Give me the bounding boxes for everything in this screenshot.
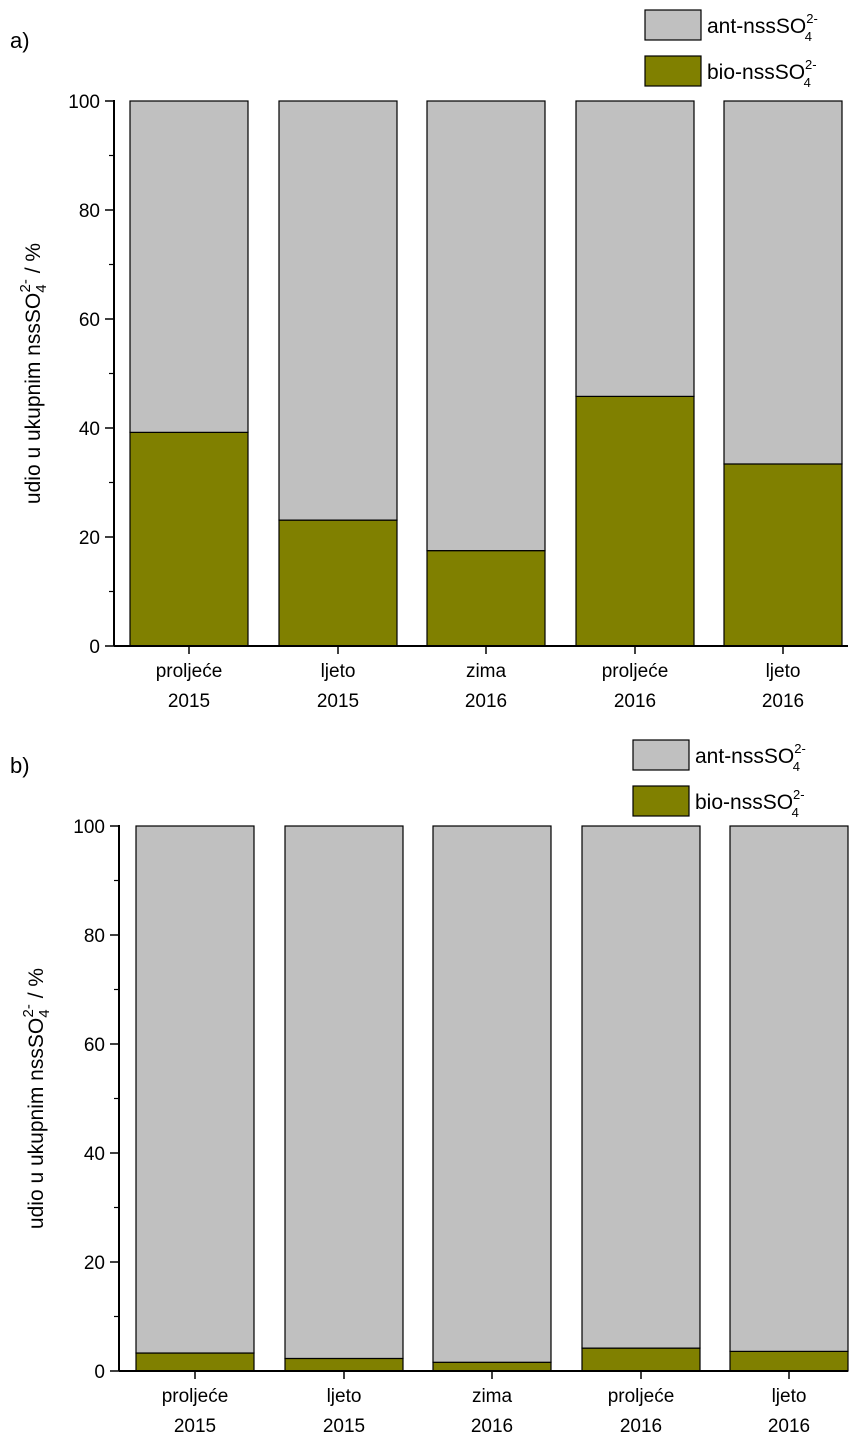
x-tick-label: 2015 — [168, 691, 210, 712]
bar-ant-3 — [575, 100, 695, 397]
bar-ant-3 — [581, 825, 701, 1349]
y-tick-label: 20 — [84, 1253, 105, 1274]
x-tick-label: ljeto — [772, 1386, 807, 1407]
x-tick-label: 2016 — [620, 1416, 662, 1437]
bar-bio-1 — [278, 519, 398, 647]
bar-ant-2 — [426, 100, 546, 552]
bar-bio-2 — [432, 1361, 552, 1372]
bar-ant-1 — [278, 100, 398, 521]
x-tick-label: 2016 — [465, 691, 507, 712]
y-tick-label: 100 — [68, 92, 100, 113]
legend-swatch-ant — [632, 739, 690, 771]
x-tick-label: zima — [472, 1386, 513, 1407]
legend-swatch-ant — [644, 9, 702, 41]
y-tick-label: 80 — [84, 926, 105, 947]
x-tick-label: proljeće — [602, 661, 669, 682]
bar-bio-0 — [135, 1352, 255, 1372]
bar-bio-4 — [723, 463, 843, 647]
x-tick-label: proljeće — [162, 1386, 229, 1407]
y-tick-label: 20 — [79, 528, 100, 549]
y-tick-label: 40 — [84, 1144, 105, 1165]
bar-bio-1 — [284, 1357, 404, 1372]
y-tick-label: 100 — [73, 817, 105, 838]
bar-ant-1 — [284, 825, 404, 1360]
y-tick-label: 0 — [89, 637, 100, 658]
bar-bio-2 — [426, 550, 546, 647]
x-tick-label: 2016 — [768, 1416, 810, 1437]
bar-bio-4 — [729, 1350, 849, 1372]
y-axis-label: udio u ukupnim nssSO42- / % — [17, 243, 50, 504]
legend-label-bio: bio-nssSO2-4 — [707, 57, 817, 90]
x-tick-label: proljeće — [608, 1386, 675, 1407]
bar-ant-0 — [135, 825, 255, 1354]
x-tick-label: zima — [466, 661, 507, 682]
x-tick-label: ljeto — [766, 661, 801, 682]
bar-bio-3 — [581, 1347, 701, 1372]
bar-ant-2 — [432, 825, 552, 1363]
y-tick-label: 60 — [79, 310, 100, 331]
legend-swatch-bio — [644, 55, 702, 87]
x-tick-label: 2016 — [614, 691, 656, 712]
y-axis-label: udio u ukupnim nssSO42- / % — [20, 968, 53, 1229]
x-tick-label: ljeto — [327, 1386, 362, 1407]
legend-label-ant: ant-nssSO2-4 — [695, 741, 806, 774]
y-tick-label: 80 — [79, 201, 100, 222]
legend-swatch-bio — [632, 785, 690, 817]
y-tick-label: 60 — [84, 1035, 105, 1056]
bar-bio-3 — [575, 395, 695, 647]
x-tick-label: 2016 — [762, 691, 804, 712]
legend-label-bio: bio-nssSO2-4 — [695, 787, 805, 820]
chart-panel-a: a) proljeće 2015 ljeto 2015 zima 2016 proljeće 2… — [10, 9, 848, 712]
bar-bio-0 — [129, 431, 249, 647]
panel-label: a) — [10, 28, 30, 53]
x-tick-label: ljeto — [321, 661, 356, 682]
y-tick-label: 40 — [79, 419, 100, 440]
legend-label-ant: ant-nssSO2-4 — [707, 11, 818, 44]
bar-ant-4 — [729, 825, 849, 1352]
bar-ant-4 — [723, 100, 843, 465]
x-tick-label: 2015 — [174, 1416, 216, 1437]
x-tick-label: 2015 — [323, 1416, 365, 1437]
chart-panel-b: b) proljeće 2015 ljeto 2015 zima 2016 proljeće 2… — [10, 739, 849, 1437]
y-tick-label: 0 — [94, 1362, 105, 1383]
x-tick-label: 2015 — [317, 691, 359, 712]
x-tick-label: 2016 — [471, 1416, 513, 1437]
x-tick-label: proljeće — [156, 661, 223, 682]
panel-label: b) — [10, 753, 30, 778]
bar-ant-0 — [129, 100, 249, 433]
